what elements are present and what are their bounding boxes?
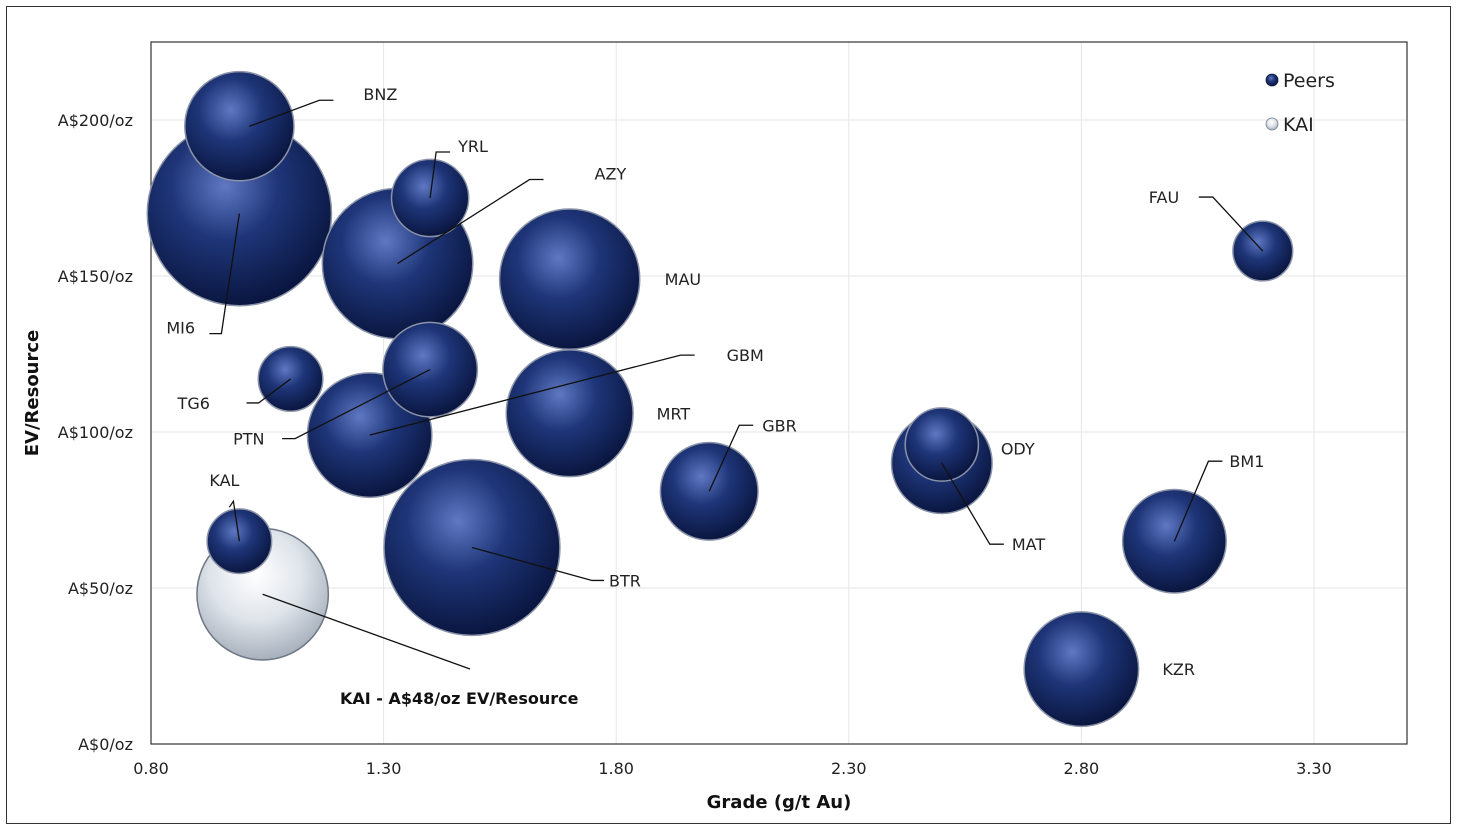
leader-gbm	[369, 354, 695, 436]
label-btr: BTR	[609, 571, 641, 590]
y-tick-label: A$200/oz	[58, 111, 133, 130]
label-bm1: BM1	[1229, 452, 1264, 471]
bubble-gbr	[659, 441, 759, 541]
legend-peers-label: Peers	[1283, 70, 1335, 92]
x-tick-label: 3.30	[1296, 759, 1332, 778]
label-mrt: MRT	[657, 404, 691, 423]
label-kzr: KZR	[1162, 660, 1195, 679]
legend: Peers KAI	[1265, 70, 1335, 136]
x-tick-label: 2.30	[831, 759, 867, 778]
bubble-kzr	[1023, 611, 1140, 728]
label-mat: MAT	[1012, 535, 1046, 554]
bubble-mau	[498, 208, 641, 350]
leader-kai	[262, 593, 471, 670]
leader-azy	[397, 178, 544, 265]
label-mi6: MI6	[166, 319, 195, 338]
x-axis-title: Grade (g/t Au)	[707, 792, 852, 813]
legend-kai-marker	[1265, 117, 1279, 131]
y-tick-label: A$0/oz	[78, 735, 133, 754]
leader-bnz	[249, 99, 334, 127]
x-axis-ticks: 0.80 1.30 1.80 2.30 2.80 3.30	[133, 759, 1332, 778]
bubble-mrt	[505, 349, 634, 478]
x-tick-label: 2.80	[1064, 759, 1100, 778]
y-tick-label: A$150/oz	[58, 267, 133, 286]
x-tick-label: 0.80	[133, 759, 169, 778]
leader-bm1	[1173, 460, 1223, 542]
label-gbr: GBR	[762, 416, 797, 435]
bubble-labels: MI6 BTR AZY MAU MRT GBM KZR BNZ BM1 MAT GBR PTN YRL O…	[166, 85, 1264, 679]
label-gbm: GBM	[727, 346, 764, 365]
leader-lines	[209, 99, 1264, 670]
leader-gbr	[708, 424, 754, 492]
leader-btr	[471, 546, 604, 582]
x-tick-label: 1.30	[366, 759, 402, 778]
label-bnz: BNZ	[363, 85, 397, 104]
bubble-bnz	[184, 70, 295, 182]
y-tick-label: A$50/oz	[68, 579, 133, 598]
bubble-ody	[904, 407, 980, 482]
leader-mi6	[209, 213, 241, 335]
label-yrl: YRL	[457, 137, 488, 156]
label-ptn: PTN	[233, 430, 264, 449]
label-azy: AZY	[595, 165, 627, 184]
label-kal: KAL	[209, 471, 239, 490]
leader-tg6	[246, 378, 291, 404]
leader-fau	[1198, 196, 1264, 252]
bubble-btr	[383, 458, 561, 637]
bubbles	[146, 70, 1294, 728]
x-tick-label: 1.80	[598, 759, 634, 778]
label-mau: MAU	[665, 270, 701, 289]
y-axis-title: EV/Resource	[22, 330, 43, 457]
legend-kai-label: KAI	[1283, 114, 1314, 136]
label-ody: ODY	[1001, 439, 1035, 458]
legend-peers-marker	[1265, 73, 1279, 87]
leader-yrl	[429, 151, 451, 199]
leader-ptn	[282, 369, 431, 440]
leader-kal	[228, 499, 241, 542]
bubble-bm1	[1121, 488, 1227, 594]
label-tg6: TG6	[177, 394, 210, 413]
kai-callout: KAI - A$48/oz EV/Resource	[340, 689, 579, 708]
y-tick-label: A$100/oz	[58, 423, 133, 442]
plot-area-border	[150, 41, 1408, 745]
leader-mat	[941, 462, 1004, 545]
bubble-yrl	[390, 158, 470, 238]
y-axis-ticks: A$0/oz A$50/oz A$100/oz A$150/oz A$200/oz	[58, 111, 133, 754]
label-fau: FAU	[1149, 188, 1179, 207]
